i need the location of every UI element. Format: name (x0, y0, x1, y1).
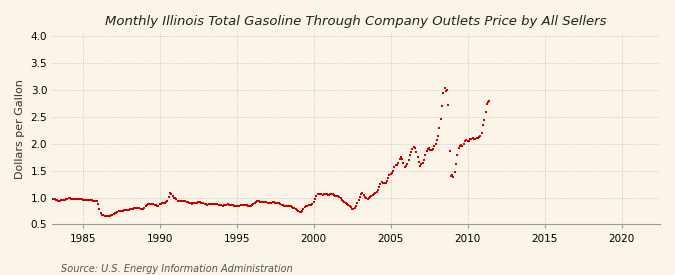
Text: Source: U.S. Energy Information Administration: Source: U.S. Energy Information Administ… (61, 264, 292, 274)
Y-axis label: Dollars per Gallon: Dollars per Gallon (15, 79, 25, 179)
Title: Monthly Illinois Total Gasoline Through Company Outlets Price by All Sellers: Monthly Illinois Total Gasoline Through … (105, 15, 607, 28)
